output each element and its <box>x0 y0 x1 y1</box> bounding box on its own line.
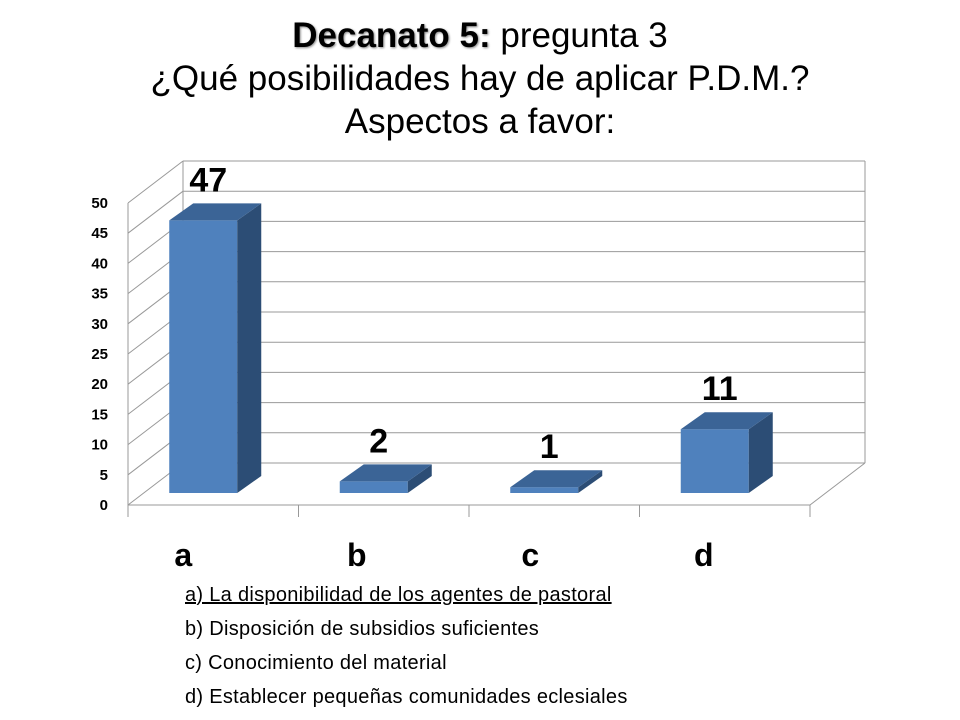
bar-side <box>407 464 432 493</box>
floor-edge <box>809 462 866 506</box>
bar-b <box>339 464 432 493</box>
data-label-a: 47 <box>189 161 227 199</box>
legend-item-a: a) La disponibilidad de los agentes de p… <box>185 584 612 606</box>
y-tick-label: 15 <box>91 406 108 423</box>
bar-side <box>748 412 773 493</box>
bar-side <box>237 203 262 493</box>
bar-chart: 0 5 10 15 20 25 30 35 40 45 50 47 a 2 b 1 c 11 d <box>91 160 866 573</box>
legend-item-c: c) Conocimiento del material <box>185 652 447 674</box>
bar-top <box>339 464 432 482</box>
bar-front <box>339 481 408 493</box>
y-tick-label: 25 <box>91 346 108 363</box>
data-label-b: 2 <box>369 422 388 460</box>
bar-top <box>510 470 603 488</box>
bar-layer <box>169 203 773 493</box>
title-line-2: ¿Qué posibilidades hay de aplicar P.D.M.… <box>150 59 810 98</box>
legend: a) La disponibilidad de los agentes de p… <box>185 578 628 714</box>
bar-d <box>680 412 773 493</box>
x-tick-label-a: a <box>174 537 192 573</box>
title-rest: pregunta 3 <box>490 16 668 55</box>
y-tick-label: 0 <box>100 497 108 514</box>
axis-layer: 0 5 10 15 20 25 30 35 40 45 50 <box>91 195 866 517</box>
y-tick-label: 45 <box>91 225 108 242</box>
y-tick-label: 35 <box>91 286 108 303</box>
chart-title: Decanato 5: pregunta 3 ¿Qué posibilidade… <box>0 14 960 143</box>
y-tick-label: 5 <box>100 467 108 484</box>
bar-a <box>169 203 262 493</box>
legend-item-b: b) Disposición de subsidios suficientes <box>185 618 540 640</box>
legend-item-d: d) Establecer pequeñas comunidades ecles… <box>185 686 628 708</box>
y-tick-label: 40 <box>91 255 108 272</box>
title-bold: Decanato 5: <box>292 16 491 55</box>
y-tick-label: 50 <box>91 195 108 212</box>
y-tick-label: 30 <box>91 316 108 333</box>
data-label-c: 1 <box>540 428 559 466</box>
x-tick-label-d: d <box>694 537 714 573</box>
bar-side <box>578 470 603 493</box>
gridline-side <box>127 190 184 234</box>
title-line-3: Aspectos a favor: <box>344 102 616 141</box>
bar-front <box>680 429 749 493</box>
gridline-side <box>127 160 184 204</box>
label-layer: 47 a 2 b 1 c 11 d <box>174 161 737 573</box>
bar-c <box>510 470 603 493</box>
x-tick-label-b: b <box>347 537 367 573</box>
y-tick-label: 20 <box>91 376 108 393</box>
bar-front <box>510 487 579 493</box>
y-tick-label: 10 <box>91 437 108 454</box>
bar-top <box>680 412 773 430</box>
x-tick-label-c: c <box>521 537 539 573</box>
bar-top <box>169 203 262 221</box>
bar-front <box>169 220 238 493</box>
data-label-d: 11 <box>702 370 738 408</box>
title-line-1: Decanato 5: pregunta 3 <box>0 14 960 57</box>
